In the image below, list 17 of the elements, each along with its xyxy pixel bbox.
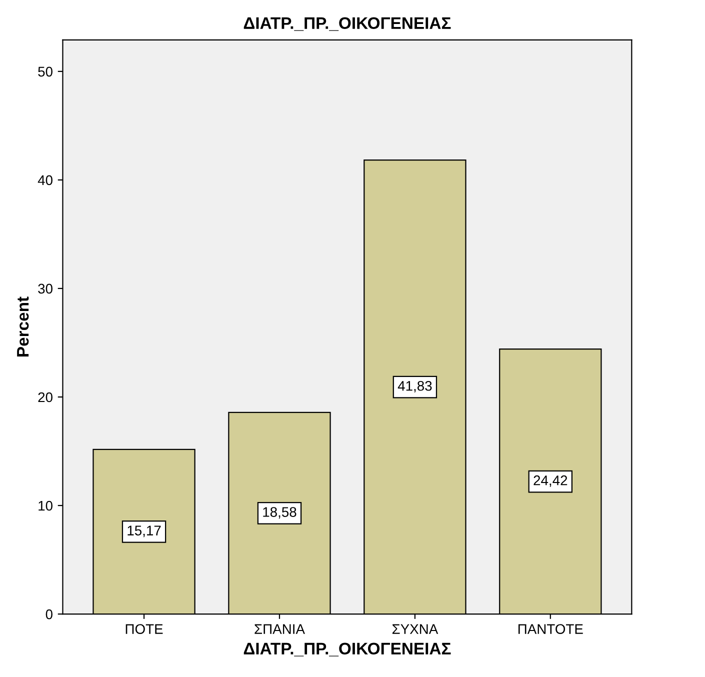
x-tick-label: ΣΠΑΝΙΑ (254, 624, 305, 634)
y-tick-label: 30 (38, 284, 52, 294)
chart-title: ΔΙΑΤΡ._ΠΡ._ΟΙΚΟΓΕΝΕΙΑΣ (244, 17, 451, 31)
data-label: 41,83 (398, 380, 432, 392)
x-axis-title: ΔΙΑΤΡ._ΠΡ._ΟΙΚΟΓΕΝΕΙΑΣ (244, 642, 451, 656)
x-tick-label: ΠΑΝΤΟΤΕ (518, 624, 583, 634)
y-tick-label: 20 (38, 392, 52, 402)
y-axis-title: Percent (17, 296, 29, 356)
y-tick-label: 40 (38, 175, 52, 186)
data-label: 15,17 (128, 526, 161, 538)
data-label: 24,42 (534, 475, 568, 487)
x-tick-label: ΣΥΧΝΑ (392, 624, 438, 634)
y-tick-label: 0 (46, 609, 52, 620)
x-tick-label: ΠΟΤΕ (126, 624, 163, 634)
y-tick-label: 10 (38, 500, 52, 511)
data-label: 18,58 (263, 507, 296, 519)
y-tick-label: 50 (38, 66, 52, 77)
